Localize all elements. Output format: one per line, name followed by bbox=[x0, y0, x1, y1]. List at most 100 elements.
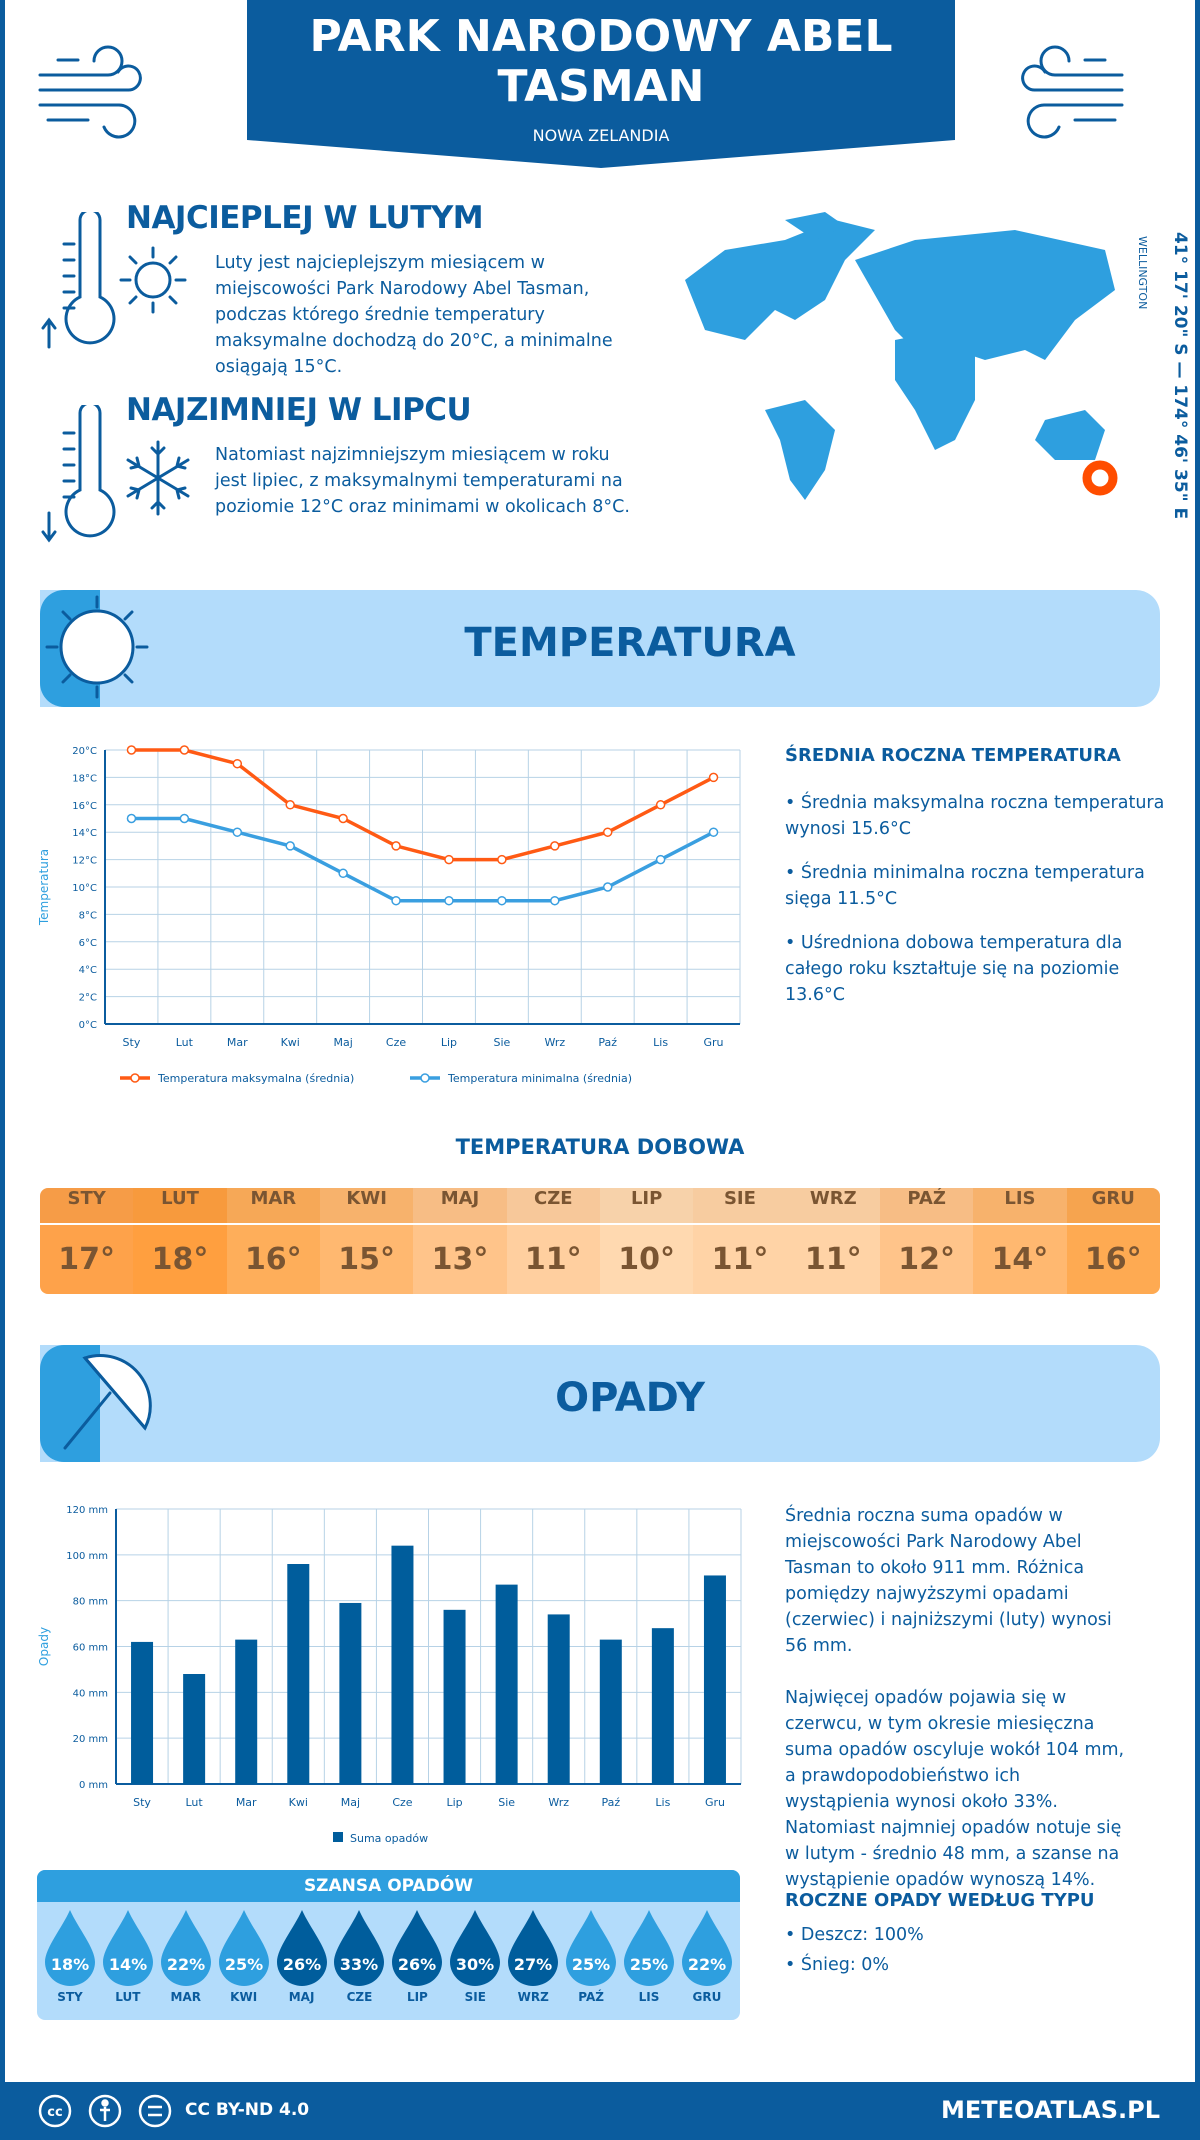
frame-left bbox=[0, 0, 5, 2082]
precip-text-2: Najwięcej opadów pojawia się w czerwcu, … bbox=[785, 1688, 1125, 1890]
y-tick-label: 2°C bbox=[79, 993, 97, 1004]
legend-swatch bbox=[333, 1832, 343, 1842]
precip-chance-drop: 22% MAR bbox=[158, 1908, 214, 2004]
site-link[interactable]: METEOATLAS.PL bbox=[940, 2096, 1160, 2124]
precip-type-rain: • Deszcz: 100% bbox=[785, 1925, 924, 1945]
daily-temp-value: 16° bbox=[244, 1242, 302, 1277]
precip-chance-drop: 27% WRZ bbox=[505, 1908, 561, 2004]
data-point bbox=[550, 841, 560, 851]
page-subtitle: NOWA ZELANDIA bbox=[532, 126, 670, 145]
daily-temp-value: 12° bbox=[898, 1242, 955, 1277]
precip-chance-month: LUT bbox=[115, 1990, 141, 2004]
x-tick-label: Lut bbox=[186, 1796, 204, 1809]
precip-chance-value: 25% bbox=[572, 1955, 610, 1974]
y-axis-label: Temperatura bbox=[37, 849, 51, 926]
warmest-heading: NAJCIEPLEJ W LUTYM bbox=[126, 200, 484, 236]
data-point bbox=[602, 827, 613, 837]
precip-chance-drop: 26% MAJ bbox=[274, 1908, 330, 2004]
daily-temp-column: MAJ 13° bbox=[413, 1188, 507, 1294]
wind-icon-right bbox=[1021, 45, 1124, 139]
sun-large-icon bbox=[45, 595, 149, 699]
temperature-band bbox=[40, 590, 1160, 707]
precip-chance-value: 30% bbox=[456, 1955, 494, 1974]
temp-bullet-max: • Średnia maksymalna roczna temperatura … bbox=[785, 793, 1165, 839]
wind-icon-left bbox=[38, 45, 142, 139]
y-tick-label: 14°C bbox=[72, 828, 97, 839]
warmest-text: Luty jest najcieplejszym miesiącem w mie… bbox=[215, 253, 613, 377]
precip-chance-value: 18% bbox=[51, 1955, 89, 1974]
temp-bullet-min: • Średnia minimalna roczna temperatura s… bbox=[785, 863, 1145, 909]
raindrop-icon: 27% bbox=[508, 1910, 559, 1986]
data-point bbox=[391, 841, 401, 851]
sun-icon bbox=[119, 246, 187, 314]
raindrop-icon: 25% bbox=[566, 1910, 617, 1986]
x-tick-label: Wrz bbox=[544, 1036, 565, 1049]
daily-temp-column: WRZ 11° bbox=[786, 1188, 880, 1294]
license-text[interactable]: CC BY-ND 4.0 bbox=[185, 2100, 310, 2120]
precip-chance-month: CZE bbox=[346, 1990, 373, 2004]
data-point bbox=[550, 895, 560, 906]
precip-chance-month: PAŹ bbox=[578, 1990, 604, 2004]
coldest-heading: NAJZIMNIEJ W LIPCU bbox=[126, 392, 472, 428]
precip-chance-value: 26% bbox=[398, 1955, 436, 1974]
bar bbox=[495, 1584, 518, 1784]
y-tick-label: 20 mm bbox=[73, 1734, 108, 1745]
bar bbox=[547, 1614, 570, 1784]
y-tick-label: 16°C bbox=[72, 801, 97, 812]
data-point bbox=[444, 895, 454, 906]
daily-temp-column: MAR 16° bbox=[226, 1188, 320, 1294]
daily-temp-month: MAJ bbox=[413, 1188, 507, 1225]
x-tick-label: Kwi bbox=[289, 1796, 308, 1809]
bar bbox=[235, 1639, 258, 1784]
daily-temp-value: 11° bbox=[524, 1242, 582, 1277]
daily-temp-value: 16° bbox=[1084, 1242, 1142, 1277]
daily-temp-value: 11° bbox=[711, 1242, 769, 1277]
legend-label: Temperatura minimalna (średnia) bbox=[447, 1072, 632, 1085]
daily-temp-value: 15° bbox=[338, 1242, 396, 1277]
data-point bbox=[232, 827, 243, 837]
x-tick-label: Sie bbox=[493, 1036, 510, 1049]
y-axis-label: Opady bbox=[37, 1627, 51, 1666]
precip-chance-value: 27% bbox=[514, 1955, 552, 1974]
y-tick-label: 18°C bbox=[72, 773, 97, 784]
data-point bbox=[708, 827, 719, 837]
footer: cc CC BY-ND 4.0 METEOATLAS.PL bbox=[0, 2082, 1200, 2140]
x-tick-label: Lip bbox=[446, 1796, 462, 1809]
precip-chance-drop: 25% PAŹ bbox=[563, 1908, 619, 2004]
precip-chance-drop: 18% STY bbox=[42, 1908, 98, 2004]
data-point bbox=[179, 813, 190, 824]
data-point bbox=[655, 854, 666, 865]
precip-chance-value: 25% bbox=[225, 1955, 263, 1974]
raindrop-icon: 25% bbox=[218, 1910, 269, 1986]
y-tick-label: 60 mm bbox=[73, 1643, 108, 1654]
x-tick-label: Sty bbox=[133, 1796, 151, 1809]
daily-temp-value: 14° bbox=[991, 1242, 1049, 1277]
precip-chance-drops: 18% STY 14% LUT 22% MAR 25% KWI 26% MAJ 33% CZE 26% L… bbox=[37, 1902, 740, 2004]
temp-bullet-avg: • Uśredniona dobowa temperatura dla całe… bbox=[785, 933, 1123, 1005]
bar bbox=[599, 1639, 622, 1784]
daily-temp-column: CZE 11° bbox=[506, 1188, 600, 1294]
x-tick-label: Gru bbox=[704, 1036, 724, 1049]
daily-temp-month: PAŹ bbox=[879, 1188, 974, 1225]
precip-chance-drop: 14% LUT bbox=[100, 1908, 156, 2004]
temperature-title: TEMPERATURA bbox=[464, 620, 796, 666]
y-tick-label: 100 mm bbox=[66, 1551, 108, 1562]
precip-type-heading: ROCZNE OPADY WEDŁUG TYPU bbox=[785, 1890, 1095, 1911]
precip-chance-drop: 30% SIE bbox=[447, 1908, 503, 2004]
bar bbox=[183, 1674, 206, 1784]
daily-temp-title: TEMPERATURA DOBOWA bbox=[455, 1135, 745, 1159]
daily-temp-column: LIS 14° bbox=[973, 1188, 1067, 1294]
precip-chance-month: LIS bbox=[638, 1990, 660, 2004]
daily-temp-value: 18° bbox=[151, 1242, 209, 1277]
precip-chance-month: KWI bbox=[230, 1990, 258, 2004]
frame-right bbox=[1195, 0, 1200, 2082]
daily-temp-month: LUT bbox=[133, 1188, 227, 1225]
precip-chance-month: MAJ bbox=[288, 1990, 315, 2004]
data-point bbox=[285, 800, 295, 810]
legend-marker bbox=[420, 1073, 430, 1083]
x-tick-label: Kwi bbox=[281, 1036, 300, 1049]
page-title: PARK NARODOWY ABEL TASMAN bbox=[309, 11, 893, 112]
y-tick-label: 0°C bbox=[79, 1020, 97, 1031]
precip-text-1: Średnia roczna suma opadów w miejscowośc… bbox=[785, 1506, 1112, 1656]
bar bbox=[703, 1575, 726, 1784]
